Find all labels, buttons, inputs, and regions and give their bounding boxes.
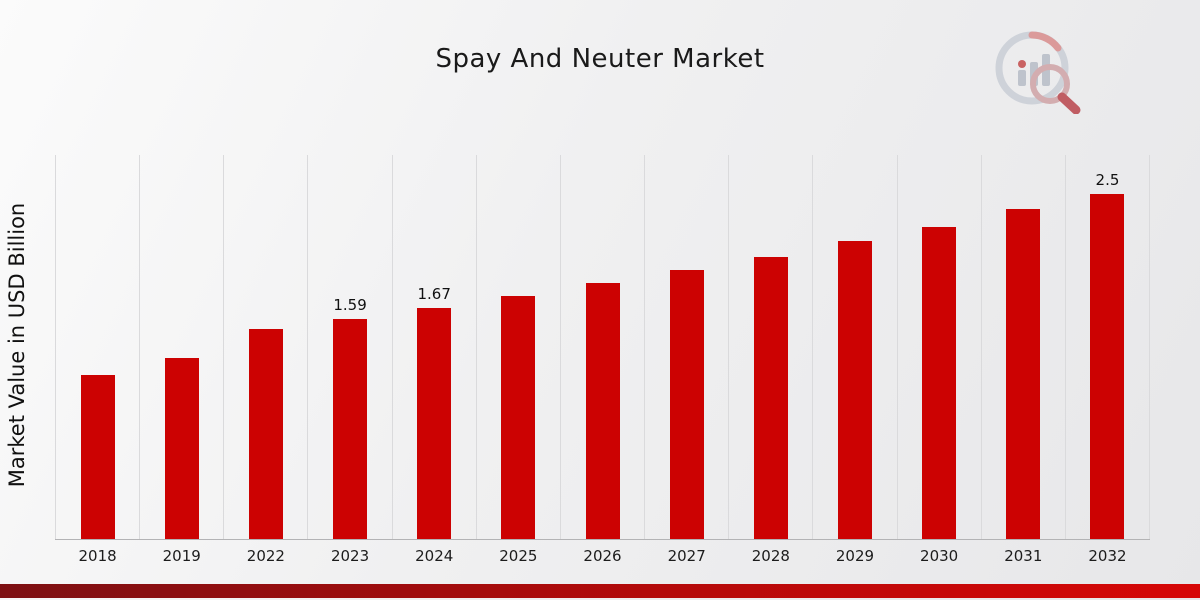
- bar-2026: [585, 283, 620, 539]
- chart-column-2019: 2019: [139, 155, 223, 565]
- chart-column-2018: 2018: [55, 155, 139, 565]
- x-tick-label-2032: 2032: [1088, 547, 1127, 565]
- x-tick-label-2026: 2026: [583, 547, 622, 565]
- y-axis-label: Market Value in USD Billion: [5, 202, 29, 488]
- chart-column-2022: 2022: [223, 155, 307, 565]
- bar-2018: [80, 374, 115, 539]
- x-tick-label-2027: 2027: [667, 547, 706, 565]
- bar-2023: 1.59: [333, 296, 368, 539]
- chart-column-2027: 2027: [644, 155, 728, 565]
- bar-2019: [164, 358, 199, 539]
- bar-value-label-2032: 2.5: [1095, 170, 1120, 189]
- bar-2028: [753, 257, 788, 539]
- chart-column-2030: 2030: [896, 155, 981, 565]
- x-tick-label-2029: 2029: [835, 547, 875, 565]
- chart-column-2023: 1.59 2023: [307, 155, 391, 565]
- bottom-accent-bar: [0, 584, 1200, 598]
- chart-column-2026: 2026: [559, 155, 644, 565]
- bar-2025: [501, 295, 536, 539]
- plot-area: 2018 2019 2022 1.59 2023 1.67 2024 2025 2026 2027…: [55, 155, 1151, 565]
- bar-value-label-2024: 1.67: [417, 285, 451, 304]
- chart-column-2028: 2028: [728, 155, 812, 565]
- chart-title: Spay And Neuter Market: [435, 44, 765, 74]
- bar-2031: [1006, 208, 1041, 539]
- bar-2027: [669, 269, 704, 539]
- chart-column-2024: 1.67 2024: [391, 155, 476, 565]
- brand-logo-icon: [992, 28, 1088, 115]
- chart-column-2032: 2.5 2032: [1064, 155, 1151, 565]
- x-tick-label-2019: 2019: [162, 547, 201, 565]
- x-tick-label-2025: 2025: [499, 547, 538, 565]
- x-tick-label-2024: 2024: [415, 547, 454, 565]
- bar-value-label-2023: 1.59: [333, 296, 367, 315]
- x-tick-label-2028: 2028: [751, 547, 790, 565]
- chart-column-2029: 2029: [812, 155, 896, 565]
- chart-column-2025: 2025: [475, 155, 560, 565]
- x-tick-label-2023: 2023: [330, 547, 370, 565]
- bar-2024: 1.67: [417, 285, 452, 539]
- x-tick-label-2031: 2031: [1004, 547, 1043, 565]
- x-tick-label-2030: 2030: [920, 547, 959, 565]
- bar-2032: 2.5: [1090, 171, 1125, 539]
- bar-2029: [837, 240, 872, 539]
- x-tick-label-2022: 2022: [246, 547, 285, 565]
- bar-2030: [922, 226, 957, 539]
- bar-2022: [248, 329, 283, 539]
- x-tick-label-2018: 2018: [78, 547, 117, 565]
- chart-column-2031: 2031: [980, 155, 1065, 565]
